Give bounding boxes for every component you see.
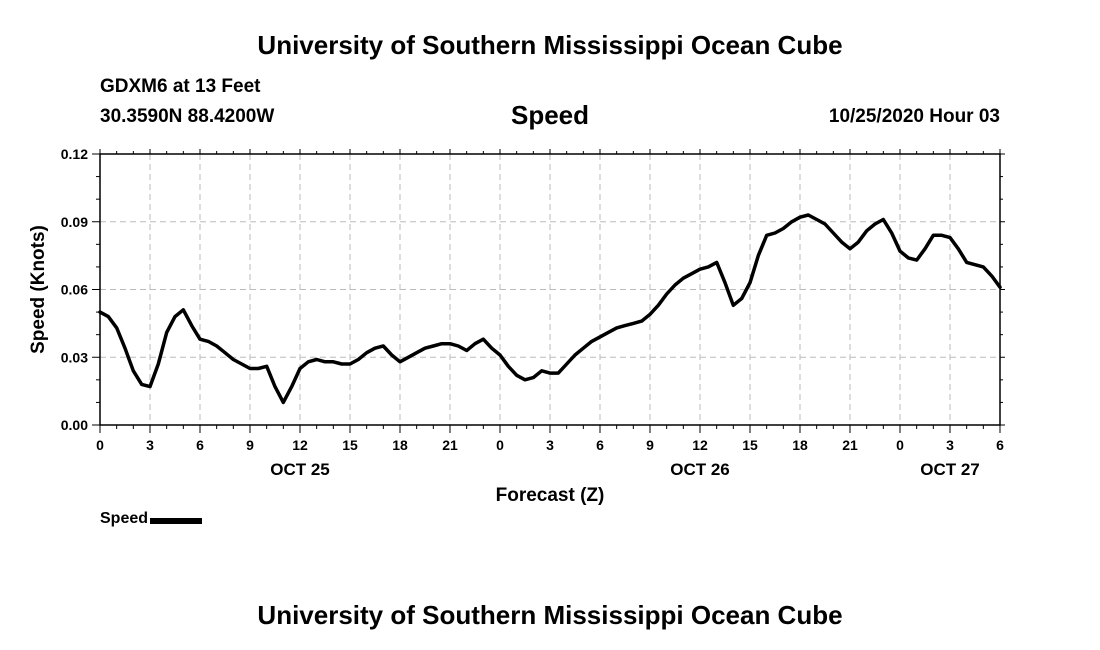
x-tick-label: 18 bbox=[792, 437, 808, 453]
date-label: OCT 27 bbox=[920, 460, 980, 479]
plot-title: Speed bbox=[510, 100, 590, 130]
plot-frame bbox=[99, 153, 1001, 426]
x-tick-label: 0 bbox=[96, 437, 104, 453]
date-label: OCT 26 bbox=[670, 460, 730, 479]
x-tick-label: 15 bbox=[742, 437, 758, 453]
x-tick-label: 9 bbox=[646, 437, 654, 453]
x-tick-label: 21 bbox=[842, 437, 858, 453]
x-tick-label: 12 bbox=[692, 437, 708, 453]
y-tick-label: 0.09 bbox=[61, 214, 88, 230]
x-tick-label: 3 bbox=[546, 437, 554, 453]
legend-swatch bbox=[150, 517, 203, 524]
x-tick-label: 6 bbox=[596, 437, 604, 453]
y-tick-label: 0.00 bbox=[61, 417, 88, 433]
x-tick-label: 6 bbox=[196, 437, 204, 453]
x-tick-label: 3 bbox=[146, 437, 154, 453]
x-tick-label: 21 bbox=[442, 437, 458, 453]
y-tick-label: 0.03 bbox=[61, 349, 88, 365]
x-tick-label: 18 bbox=[392, 437, 408, 453]
x-tick-label: 9 bbox=[246, 437, 254, 453]
x-tick-label: 0 bbox=[496, 437, 504, 453]
station-label: GDXM6 at 13 Feet bbox=[100, 76, 261, 97]
legend-label: Speed bbox=[100, 510, 149, 527]
x-axis-label: Forecast (Z) bbox=[496, 485, 605, 506]
x-tick-label: 0 bbox=[896, 437, 904, 453]
y-tick-label: 0.06 bbox=[61, 282, 88, 298]
forecast-datetime: 10/25/2020 Hour 03 bbox=[828, 106, 1000, 127]
y-axis-label: Speed (Knots) bbox=[28, 225, 49, 354]
coordinates-label: 30.3590N 88.4200W bbox=[100, 106, 275, 127]
x-tick-label: 15 bbox=[342, 437, 358, 453]
top-title: University of Southern Mississippi Ocean… bbox=[257, 30, 843, 60]
y-tick-label: 0.12 bbox=[61, 146, 88, 162]
date-label: OCT 25 bbox=[270, 460, 330, 479]
speed-series-line bbox=[98, 213, 1002, 405]
x-tick-label: 3 bbox=[946, 437, 954, 453]
x-tick-label: 6 bbox=[996, 437, 1004, 453]
bottom-title: University of Southern Mississippi Ocean… bbox=[257, 600, 843, 630]
legend: Speed bbox=[100, 510, 203, 528]
x-tick-label: 12 bbox=[292, 437, 308, 453]
